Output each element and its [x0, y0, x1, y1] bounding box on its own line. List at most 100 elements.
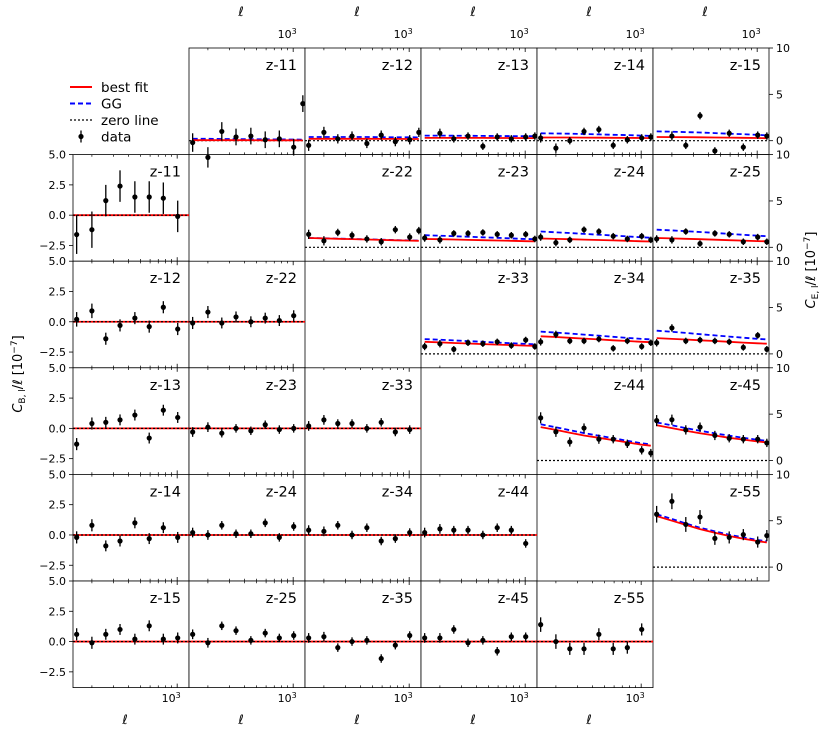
data-point [74, 631, 80, 637]
gg-line [424, 134, 535, 138]
x-axis-label-top: ℓ [353, 5, 359, 20]
data-point [378, 132, 384, 138]
data-point [624, 137, 630, 143]
data-point [300, 101, 306, 107]
y-left-tick-label: −2.5 [39, 559, 66, 572]
x-tick-exponent: 3 [292, 691, 297, 700]
y-right-tick-label: 10 [776, 255, 790, 268]
data-point [697, 113, 703, 119]
data-point [262, 315, 268, 321]
data-point [335, 645, 341, 651]
data-point [523, 337, 529, 343]
data-point [132, 315, 138, 321]
data-point [74, 534, 80, 540]
data-point [712, 230, 718, 236]
y-left-tick-label: 0.0 [49, 422, 67, 435]
y-left-tick-label: 0.0 [49, 316, 67, 329]
data-point [712, 535, 718, 541]
panel-label: z-11 [266, 58, 297, 74]
x-axis-label-bottom: ℓ [121, 713, 127, 728]
gg-line [540, 330, 651, 341]
data-point [480, 532, 486, 538]
panel-frame [188, 367, 306, 475]
panel-label: z-23 [266, 378, 297, 394]
data-point [465, 133, 471, 139]
axis-title-end: ] [804, 232, 819, 237]
y-left-tick-label: 5.0 [49, 468, 67, 481]
panel-frame [420, 260, 538, 369]
data-point [321, 634, 327, 640]
best-fit-line [656, 136, 767, 140]
data-point [378, 655, 384, 662]
gg-line [656, 513, 767, 543]
best-fit-line [424, 238, 535, 243]
panel-e-z-44: z-44 [536, 367, 654, 475]
data-point [407, 234, 413, 240]
panel-label: z-44 [498, 484, 529, 500]
data-point [712, 338, 718, 344]
data-point [103, 336, 109, 342]
data-point [117, 183, 123, 189]
panel-frame [652, 260, 770, 369]
data-point [291, 425, 297, 431]
y-right-tick-label: 10 [776, 468, 790, 481]
data-point [219, 623, 225, 629]
data-point [494, 339, 500, 345]
data-point [392, 642, 398, 648]
data-point [740, 239, 746, 245]
panel-label: z-25 [730, 165, 761, 181]
data-point [89, 640, 95, 646]
data-point [219, 320, 225, 326]
data-point [538, 622, 544, 628]
y-axis-title-right: CE, l/ℓ [10−7] [803, 232, 821, 309]
data-point [407, 529, 413, 536]
gg-line [424, 234, 535, 241]
y-right-tick-label: 5 [776, 302, 783, 315]
data-point [480, 143, 486, 149]
data-point [233, 531, 239, 537]
data-point [755, 539, 761, 545]
data-point [306, 231, 312, 237]
data-point [117, 417, 123, 423]
data-point [697, 337, 703, 343]
data-point [596, 228, 602, 235]
data-point [648, 450, 654, 456]
panel-label: z-24 [614, 165, 645, 181]
data-point [538, 415, 544, 421]
data-point [523, 231, 529, 237]
data-point [146, 194, 152, 200]
data-point [480, 637, 486, 643]
panel-label: z-34 [382, 484, 413, 500]
x-tick-exponent: 3 [640, 691, 645, 700]
data-point [146, 623, 152, 629]
y-right-tick-label: 5 [776, 515, 783, 528]
data-point [494, 525, 500, 531]
panel-e-z-22: z-22 [304, 154, 422, 262]
data-point [508, 634, 514, 640]
y-right-tick-label: 10 [776, 42, 790, 55]
panel-label: z-22 [382, 165, 413, 181]
data-point [248, 531, 254, 537]
panel-e-z-25: z-25 10 5 0 [652, 149, 790, 262]
y-right-tick-label: 0 [776, 348, 783, 361]
data-point [407, 632, 413, 639]
data-point [422, 529, 428, 536]
gg-line [540, 132, 651, 137]
data-point [349, 638, 355, 645]
data-point [175, 534, 181, 540]
data-point [175, 635, 181, 641]
data-point [494, 231, 500, 237]
panel-b-z-12: z-12 5.0 2.5 0.0 −2.5 [39, 255, 190, 369]
data-point [494, 648, 500, 654]
data-point [654, 340, 660, 346]
data-point [205, 424, 211, 430]
axis-title-exponent: −7 [10, 340, 20, 353]
data-point [103, 419, 109, 425]
panel-label: z-34 [614, 271, 645, 287]
data-point [624, 441, 630, 447]
y-left-tick-label: 5.0 [49, 362, 67, 375]
